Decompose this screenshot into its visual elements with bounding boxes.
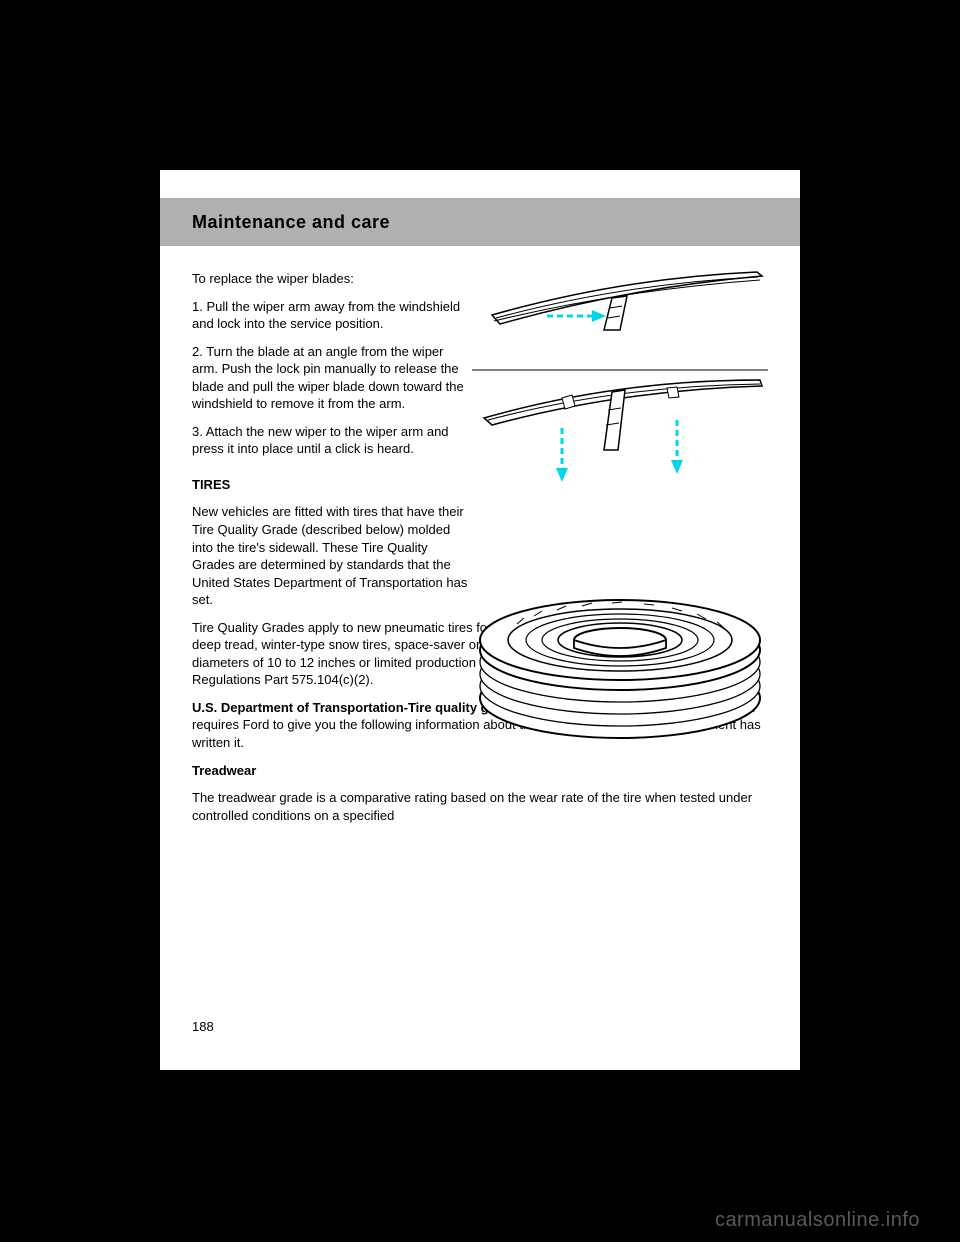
header-band: Maintenance and care	[160, 198, 800, 246]
wiper-top	[492, 272, 762, 330]
treadwear-heading: Treadwear	[192, 762, 768, 780]
paragraph-intro: To replace the wiper blades:	[192, 270, 472, 288]
page-title: Maintenance and care	[192, 212, 390, 233]
paragraph-step3: 3. Attach the new wiper to the wiper arm…	[192, 423, 472, 458]
tire-illustration	[472, 578, 768, 753]
arrow-right-icon	[547, 310, 606, 322]
treadwear-para: The treadwear grade is a comparative rat…	[192, 789, 768, 824]
manual-page: Maintenance and care To replace the wipe…	[160, 170, 800, 1070]
arrow-down-right-icon	[671, 420, 683, 474]
paragraph-step2: 2. Turn the blade at an angle from the w…	[192, 343, 472, 413]
watermark: carmanualsonline.info	[715, 1209, 920, 1232]
wiper-bottom	[484, 380, 762, 450]
tires-para1: New vehicles are fitted with tires that …	[192, 503, 472, 608]
page-number: 188	[192, 1019, 214, 1034]
arrow-down-left-icon	[556, 428, 568, 482]
paragraph-step1: 1. Pull the wiper arm away from the wind…	[192, 298, 472, 333]
wiper-illustration	[472, 270, 768, 500]
